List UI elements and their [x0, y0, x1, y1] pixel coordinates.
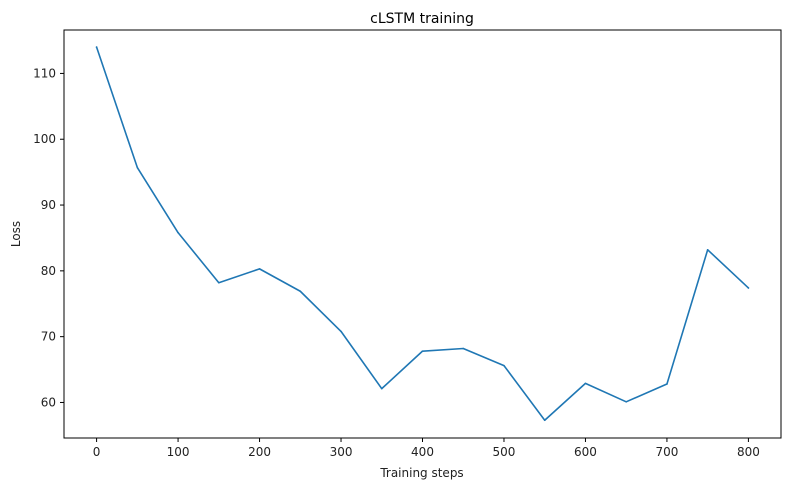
y-tick-label: 100 [33, 132, 56, 146]
y-axis-label: Loss [9, 221, 23, 247]
series-layer [95, 46, 750, 422]
data-point [747, 287, 750, 289]
y-tick-label: 80 [41, 264, 56, 278]
data-point [380, 387, 383, 390]
x-tick-label: 0 [93, 445, 101, 459]
data-point [503, 364, 505, 367]
data-point [625, 401, 627, 403]
data-point [421, 350, 424, 352]
x-tick-label: 300 [330, 445, 353, 459]
data-point [462, 347, 465, 350]
data-point [136, 166, 139, 169]
y-tick-label: 60 [41, 395, 56, 409]
data-point [258, 268, 261, 270]
data-point [299, 290, 302, 293]
x-tick-label: 200 [248, 445, 271, 459]
data-point [95, 46, 98, 48]
plot-frame [63, 29, 782, 439]
x-axis-label: Training steps [379, 466, 463, 480]
x-tick-label: 600 [574, 445, 597, 459]
loss-series-line [95, 46, 750, 422]
x-tick-label: 700 [655, 445, 678, 459]
x-tick-label: 100 [167, 445, 190, 459]
data-point [584, 382, 587, 385]
x-tick-label: 400 [411, 445, 434, 459]
x-tick-label: 800 [737, 445, 760, 459]
y-tick-label: 110 [33, 66, 56, 80]
chart-title: cLSTM training [370, 11, 474, 27]
data-point [666, 383, 668, 385]
data-point [177, 231, 179, 234]
x-tick-label: 500 [493, 445, 516, 459]
data-point [543, 419, 546, 422]
data-point [218, 281, 220, 284]
data-point [706, 248, 709, 251]
x-axis-ticks: 0 100 200 300 400 500 600 700 800 [93, 438, 760, 459]
data-point [340, 330, 342, 333]
y-tick-label: 90 [41, 198, 56, 212]
y-axis-ticks: 60 70 80 90 100 110 [33, 66, 64, 409]
y-tick-label: 70 [41, 330, 56, 344]
